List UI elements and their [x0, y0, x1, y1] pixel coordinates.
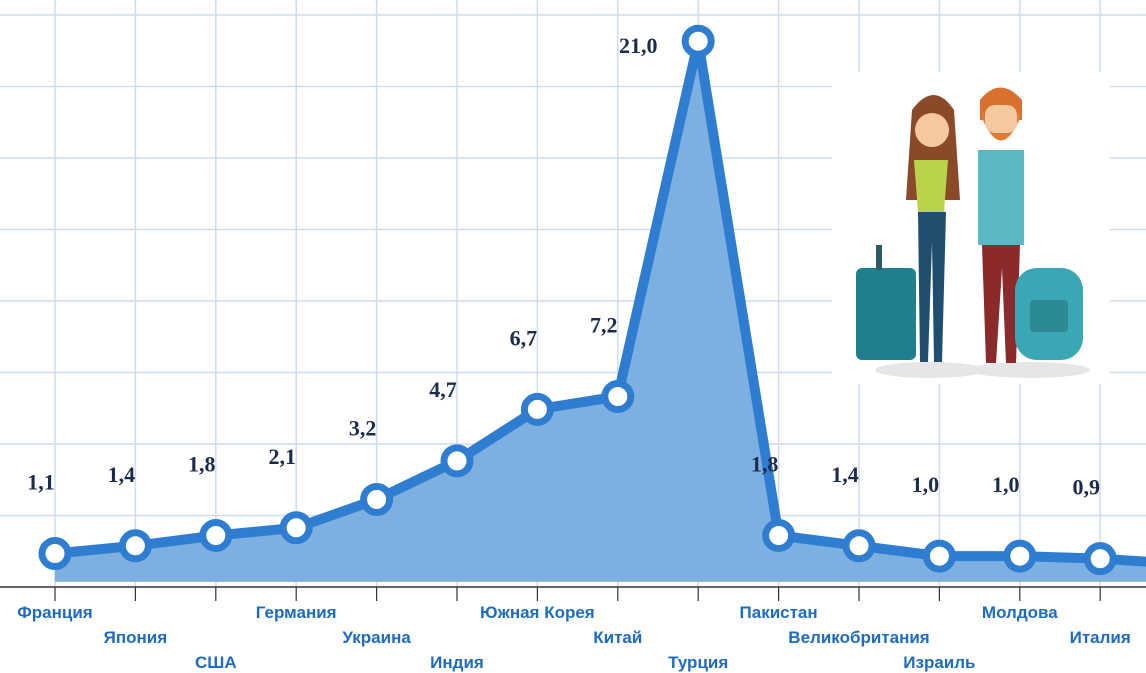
- marker: [118, 529, 152, 563]
- value-label: 2,1: [268, 444, 296, 469]
- suitcase-handle: [876, 245, 882, 270]
- value-label: 1,4: [831, 462, 859, 487]
- x-tick-label: Япония: [104, 628, 168, 647]
- value-label: 21,0: [619, 33, 658, 58]
- marker: [1003, 539, 1037, 573]
- head: [915, 113, 949, 147]
- x-tick-label: Молдова: [982, 603, 1058, 622]
- x-tick-label: Германия: [256, 603, 337, 622]
- value-label: 1,0: [992, 472, 1020, 497]
- tshirt: [978, 150, 1024, 245]
- x-tick-label: Украина: [342, 628, 411, 647]
- x-tick-label: Южная Корея: [480, 603, 595, 622]
- value-label: 1,4: [108, 462, 136, 487]
- shadow: [970, 362, 1090, 378]
- marker: [360, 482, 394, 516]
- value-label: 3,2: [349, 415, 377, 440]
- x-tick-label: Турция: [668, 653, 728, 672]
- labels: 1,1 Франция 1,4 Япония 1,8 США 2,1 Германия 3,2 У…: [17, 33, 1131, 672]
- value-label: 6,7: [510, 325, 538, 350]
- marker: [842, 529, 876, 563]
- trousers: [982, 245, 1020, 363]
- marker: [601, 379, 635, 413]
- area: [55, 41, 1146, 582]
- marker: [520, 392, 554, 426]
- suitcase: [856, 268, 916, 360]
- marker: [199, 519, 233, 553]
- marker: [681, 24, 715, 58]
- shadow: [875, 362, 985, 378]
- marker: [922, 539, 956, 573]
- value-label: 1,8: [751, 452, 779, 477]
- x-tick-label: Китай: [593, 628, 642, 647]
- x-tick-label: США: [195, 653, 237, 672]
- top: [914, 160, 948, 212]
- x-tick-label: Великобритания: [788, 628, 929, 647]
- illustration: [832, 72, 1110, 384]
- marker: [279, 511, 313, 545]
- marker: [440, 444, 474, 478]
- x-tick-label: Италия: [1070, 628, 1131, 647]
- value-label: 1,1: [27, 470, 55, 495]
- marker: [38, 537, 72, 571]
- x-tick-label: Франция: [17, 603, 92, 622]
- value-label: 1,0: [912, 472, 940, 497]
- value-label: 7,2: [590, 312, 618, 337]
- jeans: [918, 212, 946, 362]
- value-label: 1,8: [188, 452, 216, 477]
- backpack-pocket: [1030, 300, 1068, 332]
- value-label: 0,9: [1072, 475, 1100, 500]
- x-tick-label: Индия: [430, 653, 484, 672]
- x-tick-label: Пакистан: [740, 603, 818, 622]
- value-label: 4,7: [429, 377, 457, 402]
- x-tick-label: Израиль: [903, 653, 975, 672]
- plot: [38, 24, 1146, 582]
- marker: [1083, 542, 1117, 576]
- marker: [762, 519, 796, 553]
- head: [985, 105, 1017, 133]
